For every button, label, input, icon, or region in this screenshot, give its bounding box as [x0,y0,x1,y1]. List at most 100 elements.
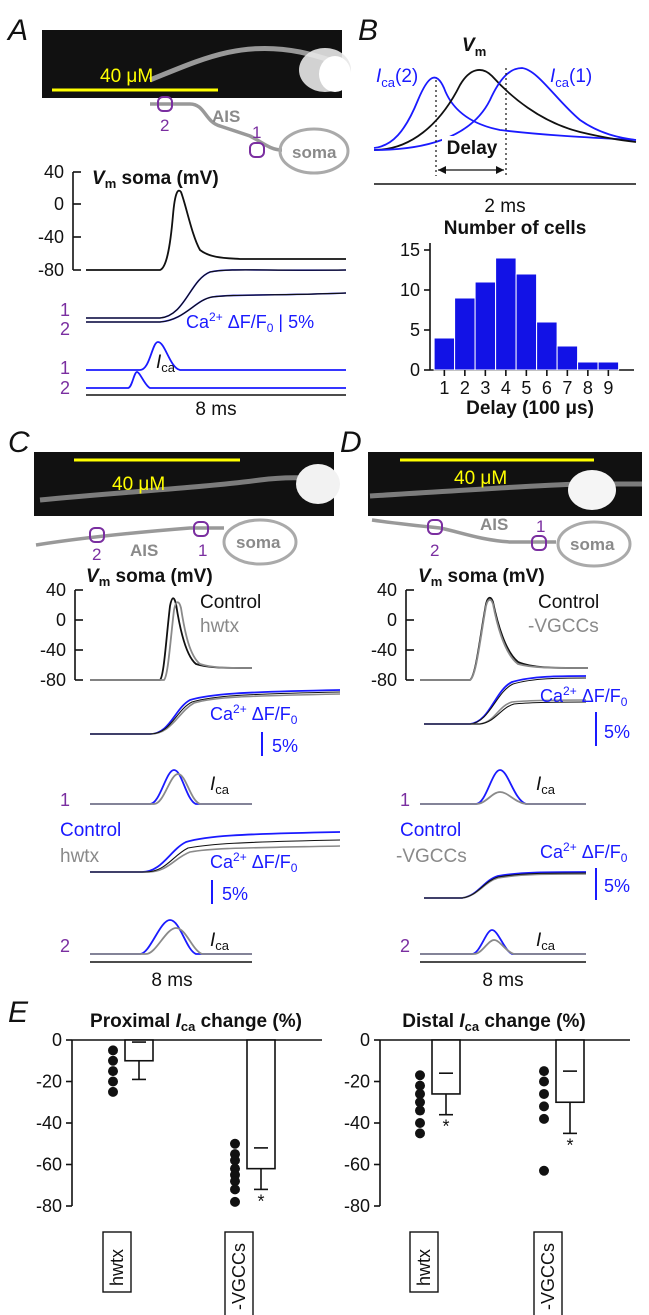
vm-title-a: Vm soma (mV) [92,168,219,191]
proximal-point-hwtx-0 [108,1045,118,1056]
vm-tick-d-40: 40 [377,580,397,600]
legend-vgcc-d: -VGCCs [528,616,599,637]
ica-control-trace-d1 [420,769,586,805]
site-1-label-d: 1 [536,517,545,536]
histogram-ytick-10: 10 [400,280,420,300]
row-2-label-c: 2 [60,936,70,956]
row-1-ica-label-a: 1 [60,358,70,378]
time-scale-c: 8 ms [151,970,192,991]
ca-traces-d1 [424,675,587,725]
proximal-bar-hwtx [124,1039,154,1062]
delay-arrowheads [438,166,504,174]
row-2-ica-label-a: 2 [60,378,70,398]
ais-label-c: AIS [130,541,158,560]
row-2-label-d: 2 [400,936,410,956]
proximal-point--VGCCs-5 [230,1176,240,1187]
distal-ytick--40: -40 [344,1113,370,1133]
proximal-point-hwtx-2 [108,1066,118,1077]
histogram-bar-8 [577,361,599,371]
distal-point--VGCCs-0 [539,1066,549,1077]
vm-vgcc-trace-d [420,598,589,681]
vm-axis-c: 40 0 -40 -80 [40,580,83,690]
soma-label-d: soma [570,535,615,554]
legend-hwtx-grey-c: hwtx [60,846,100,867]
proximal-ytick--80: -80 [36,1196,62,1216]
ica-label-a: Ica [156,352,176,375]
ica-trace-1-a [86,341,346,371]
site-2-label-c: 2 [92,545,101,564]
panel-b: B Vm Ica(2) Ica(1) Delay 2 ms Number of … [358,14,637,419]
ais-label-d: AIS [480,515,508,534]
ica-trace-2-a [86,371,346,389]
panel-letter-a: A [6,14,28,47]
histogram-xtick-7: 7 [562,378,572,398]
vm-title-c: Vm soma (mV) [86,566,213,589]
distal-point-hwtx-4 [415,1105,425,1116]
panel-letter-e: E [8,996,29,1029]
distal-point-hwtx-0 [415,1070,425,1081]
vm-axis-d: 40 0 -40 -80 [371,580,414,690]
ica-label-d2: Ica [536,930,556,953]
site-2-marker-c [89,527,105,543]
site-1-label-a: 1 [252,123,261,142]
micrograph-d: 40 μM [368,452,642,516]
time-scale-b: 2 ms [484,196,525,217]
vm-tick-a-40: 40 [44,162,64,182]
proximal-point--VGCCs-7 [230,1196,240,1207]
vm-curve-b [373,69,637,151]
legend-control-blue-d: Control [400,820,461,841]
legend-control-blue-c: Control [60,820,121,841]
site-2-label-d: 2 [430,541,439,560]
site-2-label-a: 2 [160,116,169,135]
site-1-marker-a [249,142,265,158]
histogram-xlabel: Delay (100 μs) [466,398,594,419]
proximal-point--VGCCs-0 [230,1138,240,1149]
vm-tick-c-0: 0 [56,610,66,630]
scale-bar-label-d: 40 μM [454,468,507,489]
proximal-title: Proximal Ica change (%) [90,1011,302,1034]
vm-tick-d-0: 0 [387,610,397,630]
proximal-label-box-hwtx [102,1231,132,1293]
ca-scale-label-c1: 5% [272,736,298,756]
distal-label-box--VGCCs [533,1231,563,1315]
ica-control-trace-d2 [420,929,586,955]
distal-point--VGCCs-2 [539,1088,549,1099]
distal-point-hwtx-2 [415,1088,425,1099]
vm-title-d: Vm soma (mV) [418,566,545,589]
histogram-title: Number of cells [444,218,587,239]
site-1-label-c: 1 [198,541,207,560]
ais-label-a: AIS [212,107,240,126]
vm-tick-a-m40: -40 [38,227,64,247]
panel-letter-c: C [8,426,30,459]
distal-point-hwtx-6 [415,1128,425,1139]
histogram-xtick-1: 1 [439,378,449,398]
proximal-ytick--20: -20 [36,1072,62,1092]
histogram-bar-7 [556,345,579,371]
schematic-a: soma AIS 2 1 [150,96,350,175]
histogram-xtick-2: 2 [460,378,470,398]
distal-point--VGCCs-5 [539,1165,549,1176]
ica-label-c2: Ica [210,930,230,953]
distal-point-hwtx-3 [415,1097,425,1108]
ca-traces-c2 [90,831,341,873]
legend-hwtx-c: hwtx [200,616,240,637]
vm-label-b: Vm [462,35,486,59]
ica-hwtx-trace-c2 [90,927,252,955]
panel-e: E Proximal Ica change (%) Distal Ica cha… [8,996,630,1315]
site-1-marker-c [193,521,209,537]
schematic-d: soma AIS 2 1 [371,515,632,568]
distal-point--VGCCs-4 [539,1113,549,1124]
histogram-xtick-3: 3 [480,378,490,398]
distal-bar-hwtx [431,1039,461,1095]
distal-label-box-hwtx [409,1231,439,1293]
ica-control-trace-c2 [90,919,252,955]
vm-tick-c-m80: -80 [40,670,66,690]
row-1-label-a: 1 [60,300,70,320]
ica2-label-b: Ica(2) [376,66,418,90]
ca-label-c1: Ca2+ ΔF/F0 [210,702,298,727]
distal-ytick--80: -80 [344,1196,370,1216]
distal-category--VGCCs: -VGCCs [538,1243,558,1310]
histogram-bar-4 [495,257,517,371]
panel-d: D 40 μM soma AIS 2 1 Vm soma (mV) 40 0 [340,426,642,991]
